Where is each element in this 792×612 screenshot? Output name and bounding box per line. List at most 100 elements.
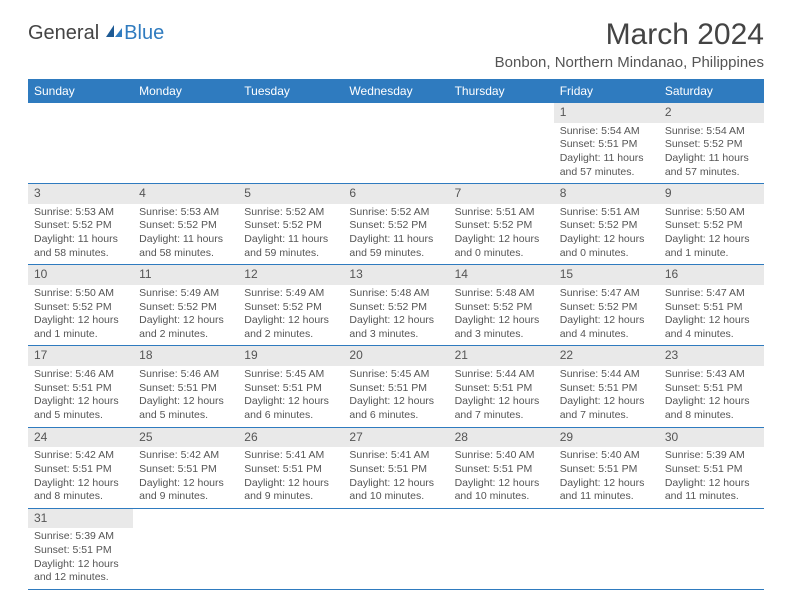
calendar-cell (238, 103, 343, 184)
day-info: Sunrise: 5:50 AMSunset: 5:52 PMDaylight:… (28, 285, 133, 346)
title-block: March 2024 Bonbon, Northern Mindanao, Ph… (495, 18, 764, 71)
day-info-line: Daylight: 12 hours and 9 minutes. (244, 477, 337, 504)
calendar-table: SundayMondayTuesdayWednesdayThursdayFrid… (28, 79, 764, 590)
day-info-line: Daylight: 12 hours and 7 minutes. (560, 395, 653, 422)
day-info: Sunrise: 5:39 AMSunset: 5:51 PMDaylight:… (659, 447, 764, 508)
header: General Blue March 2024 Bonbon, Northern… (28, 18, 764, 71)
day-info-line: Daylight: 12 hours and 4 minutes. (560, 314, 653, 341)
day-info-line: Sunset: 5:52 PM (560, 301, 653, 315)
day-info-line: Sunset: 5:52 PM (455, 219, 548, 233)
day-number: 28 (449, 428, 554, 448)
day-info-line: Sunrise: 5:43 AM (665, 368, 758, 382)
day-info-line: Sunset: 5:51 PM (349, 382, 442, 396)
day-info-line: Daylight: 12 hours and 5 minutes. (34, 395, 127, 422)
day-info-line: Sunrise: 5:46 AM (34, 368, 127, 382)
weekday-header: Saturday (659, 79, 764, 103)
day-info-line: Sunset: 5:52 PM (34, 301, 127, 315)
day-info-line: Daylight: 12 hours and 10 minutes. (455, 477, 548, 504)
day-number: 18 (133, 346, 238, 366)
calendar-cell: 23Sunrise: 5:43 AMSunset: 5:51 PMDayligh… (659, 346, 764, 427)
day-info: Sunrise: 5:51 AMSunset: 5:52 PMDaylight:… (449, 204, 554, 265)
day-info: Sunrise: 5:40 AMSunset: 5:51 PMDaylight:… (449, 447, 554, 508)
month-title: March 2024 (495, 18, 764, 52)
day-info-line: Sunrise: 5:49 AM (139, 287, 232, 301)
day-number (343, 103, 448, 123)
day-info-line: Daylight: 12 hours and 8 minutes. (34, 477, 127, 504)
day-info-line: Sunset: 5:51 PM (560, 382, 653, 396)
day-number: 25 (133, 428, 238, 448)
weekday-header: Sunday (28, 79, 133, 103)
calendar-cell: 31Sunrise: 5:39 AMSunset: 5:51 PMDayligh… (28, 508, 133, 589)
day-info-line: Daylight: 12 hours and 3 minutes. (455, 314, 548, 341)
calendar-cell: 12Sunrise: 5:49 AMSunset: 5:52 PMDayligh… (238, 265, 343, 346)
day-number: 7 (449, 184, 554, 204)
day-info-line: Sunset: 5:51 PM (560, 463, 653, 477)
day-info-line: Sunset: 5:51 PM (244, 463, 337, 477)
calendar-cell: 10Sunrise: 5:50 AMSunset: 5:52 PMDayligh… (28, 265, 133, 346)
day-number: 29 (554, 428, 659, 448)
day-info-line: Sunrise: 5:51 AM (560, 206, 653, 220)
day-info-line: Daylight: 12 hours and 0 minutes. (455, 233, 548, 260)
calendar-cell: 14Sunrise: 5:48 AMSunset: 5:52 PMDayligh… (449, 265, 554, 346)
day-info-line: Sunset: 5:52 PM (244, 219, 337, 233)
location: Bonbon, Northern Mindanao, Philippines (495, 54, 764, 71)
calendar-head: SundayMondayTuesdayWednesdayThursdayFrid… (28, 79, 764, 103)
calendar-cell (449, 508, 554, 589)
calendar-row: 24Sunrise: 5:42 AMSunset: 5:51 PMDayligh… (28, 427, 764, 508)
day-info-line: Daylight: 11 hours and 57 minutes. (560, 152, 653, 179)
day-number (449, 509, 554, 529)
day-number: 19 (238, 346, 343, 366)
calendar-cell: 24Sunrise: 5:42 AMSunset: 5:51 PMDayligh… (28, 427, 133, 508)
calendar-cell (28, 103, 133, 184)
calendar-cell (449, 103, 554, 184)
calendar-cell: 5Sunrise: 5:52 AMSunset: 5:52 PMDaylight… (238, 184, 343, 265)
day-info-line: Sunset: 5:52 PM (665, 138, 758, 152)
day-info-line: Sunrise: 5:45 AM (244, 368, 337, 382)
calendar-cell: 6Sunrise: 5:52 AMSunset: 5:52 PMDaylight… (343, 184, 448, 265)
day-info-line: Sunrise: 5:49 AM (244, 287, 337, 301)
day-number: 11 (133, 265, 238, 285)
calendar-cell (343, 508, 448, 589)
day-number (133, 103, 238, 123)
day-info: Sunrise: 5:46 AMSunset: 5:51 PMDaylight:… (133, 366, 238, 427)
day-info: Sunrise: 5:47 AMSunset: 5:52 PMDaylight:… (554, 285, 659, 346)
day-info-line: Sunrise: 5:54 AM (665, 125, 758, 139)
day-info-line: Sunrise: 5:47 AM (665, 287, 758, 301)
day-number: 17 (28, 346, 133, 366)
day-info: Sunrise: 5:53 AMSunset: 5:52 PMDaylight:… (28, 204, 133, 265)
day-info-line: Sunrise: 5:39 AM (34, 530, 127, 544)
day-info-line: Daylight: 12 hours and 12 minutes. (34, 558, 127, 585)
calendar-row: 17Sunrise: 5:46 AMSunset: 5:51 PMDayligh… (28, 346, 764, 427)
day-number: 27 (343, 428, 448, 448)
day-info-line: Daylight: 12 hours and 10 minutes. (349, 477, 442, 504)
day-info-line: Sunset: 5:52 PM (244, 301, 337, 315)
day-info-line: Sunset: 5:52 PM (665, 219, 758, 233)
calendar-cell: 16Sunrise: 5:47 AMSunset: 5:51 PMDayligh… (659, 265, 764, 346)
day-info-line: Sunrise: 5:42 AM (139, 449, 232, 463)
day-info-line: Sunrise: 5:40 AM (455, 449, 548, 463)
day-info-line: Sunset: 5:52 PM (349, 301, 442, 315)
calendar-cell: 28Sunrise: 5:40 AMSunset: 5:51 PMDayligh… (449, 427, 554, 508)
day-info-line: Sunrise: 5:51 AM (455, 206, 548, 220)
day-number: 16 (659, 265, 764, 285)
day-info: Sunrise: 5:46 AMSunset: 5:51 PMDaylight:… (28, 366, 133, 427)
day-info-line: Sunset: 5:51 PM (455, 382, 548, 396)
day-info-line: Sunrise: 5:52 AM (349, 206, 442, 220)
day-info-line: Sunset: 5:52 PM (139, 301, 232, 315)
day-number: 20 (343, 346, 448, 366)
day-info: Sunrise: 5:44 AMSunset: 5:51 PMDaylight:… (449, 366, 554, 427)
day-info-line: Sunset: 5:51 PM (34, 463, 127, 477)
day-info-line: Daylight: 12 hours and 1 minute. (34, 314, 127, 341)
day-number (343, 509, 448, 529)
day-info-line: Sunset: 5:51 PM (244, 382, 337, 396)
day-number: 13 (343, 265, 448, 285)
calendar-cell: 29Sunrise: 5:40 AMSunset: 5:51 PMDayligh… (554, 427, 659, 508)
day-info: Sunrise: 5:53 AMSunset: 5:52 PMDaylight:… (133, 204, 238, 265)
day-number: 24 (28, 428, 133, 448)
calendar-cell: 3Sunrise: 5:53 AMSunset: 5:52 PMDaylight… (28, 184, 133, 265)
calendar-cell: 17Sunrise: 5:46 AMSunset: 5:51 PMDayligh… (28, 346, 133, 427)
day-info: Sunrise: 5:47 AMSunset: 5:51 PMDaylight:… (659, 285, 764, 346)
day-info-line: Daylight: 11 hours and 58 minutes. (139, 233, 232, 260)
calendar-cell: 22Sunrise: 5:44 AMSunset: 5:51 PMDayligh… (554, 346, 659, 427)
day-info: Sunrise: 5:51 AMSunset: 5:52 PMDaylight:… (554, 204, 659, 265)
